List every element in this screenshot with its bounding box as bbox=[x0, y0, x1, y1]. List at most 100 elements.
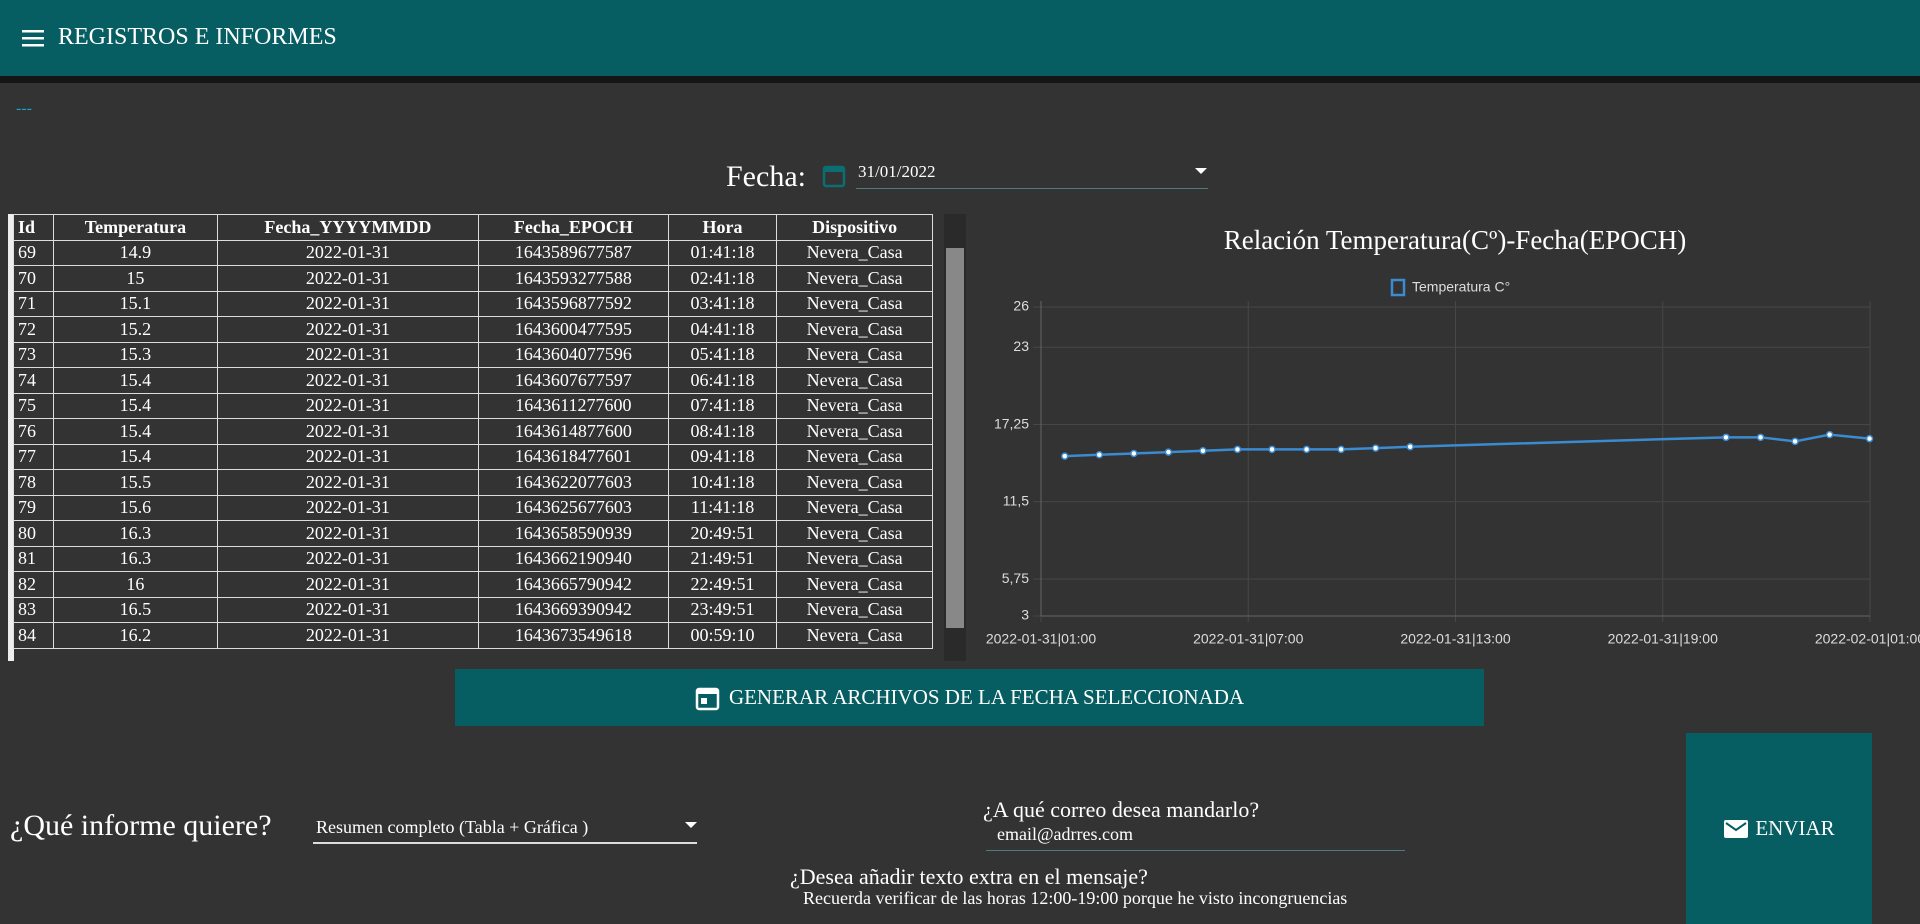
extra-input[interactable]: Recuerda verificar de las horas 12:00-19… bbox=[803, 888, 1348, 908]
table-cell: 04:41:18 bbox=[667, 316, 778, 343]
table-cell: Nevera_Casa bbox=[776, 596, 933, 623]
table-cell: 10:41:18 bbox=[667, 469, 778, 496]
table-row: 70 15 2022-01-31 1643593277588 02:41:18 Never… bbox=[12, 265, 933, 292]
table-cell: 70 bbox=[12, 265, 55, 292]
table-cell: 22:49:51 bbox=[667, 571, 778, 598]
link[interactable]: --- bbox=[16, 100, 32, 117]
table-cell: 1643665790942 bbox=[477, 571, 669, 598]
table-cell: 1643662190940 bbox=[477, 545, 669, 572]
table-row: 76 15.4 2022-01-31 1643614877600 08:41:18 Nev… bbox=[12, 418, 933, 445]
date-input[interactable]: 31/01/2022 bbox=[858, 162, 936, 181]
point bbox=[1791, 437, 1799, 446]
y-tick-label: 3 bbox=[1021, 607, 1029, 623]
table-cell: Nevera_Casa bbox=[776, 469, 933, 496]
point bbox=[1865, 434, 1874, 443]
table-cell: 82 bbox=[12, 571, 55, 598]
table-cell: 2022-01-31 bbox=[216, 469, 479, 496]
table-cell: 09:41:18 bbox=[667, 443, 778, 470]
table-cell: 2022-01-31 bbox=[216, 367, 479, 394]
table-cell: 15.6 bbox=[53, 494, 218, 521]
table-cell: 11:41:18 bbox=[667, 494, 778, 521]
table-cell: 2022-01-31 bbox=[216, 239, 479, 266]
point bbox=[1164, 448, 1173, 456]
table-cell: 15.5 bbox=[53, 469, 218, 496]
table-cell: 73 bbox=[12, 341, 55, 368]
table-cell: 1643596877592 bbox=[477, 290, 669, 317]
table-cell: 74 bbox=[12, 367, 55, 394]
table-cell: 15.2 bbox=[53, 316, 218, 343]
calendar-icon[interactable] bbox=[822, 163, 846, 189]
report-label: ¿Qué informe quiere? bbox=[10, 809, 272, 842]
date-underline bbox=[856, 188, 1208, 189]
table-cell: 1643604077596 bbox=[477, 341, 669, 368]
point bbox=[1199, 447, 1207, 455]
scrollbar[interactable] bbox=[944, 214, 966, 661]
table-cell: 1643614877600 bbox=[477, 418, 669, 445]
table-cell: Nevera_Casa bbox=[776, 418, 933, 445]
column-header: Fecha_YYYYMMDD bbox=[216, 214, 479, 241]
table-cell: 80 bbox=[12, 520, 55, 547]
table-cell: 15 bbox=[53, 265, 218, 292]
table-cell: 05:41:18 bbox=[667, 341, 778, 368]
button-label: GENERAR ARCHIVOS DE LA FECHA SELECCIONAD… bbox=[728, 685, 1245, 709]
point bbox=[1825, 430, 1834, 439]
table-cell: Nevera_Casa bbox=[776, 316, 933, 343]
table-cell: 20:49:51 bbox=[667, 520, 778, 547]
scroll-thumb[interactable] bbox=[946, 248, 964, 628]
divider bbox=[0, 76, 1920, 83]
table-cell: 2022-01-31 bbox=[216, 341, 479, 368]
app-bar: REGISTROS E INFORMES bbox=[0, 0, 1920, 76]
table-cell: 2022-01-31 bbox=[216, 596, 479, 623]
extra-label: ¿Desea añadir texto extra en el mensaje? bbox=[790, 864, 1148, 889]
email-input[interactable]: email@adrres.com bbox=[997, 824, 1134, 844]
table-row: 78 15.5 2022-01-31 1643622077603 10:41:18 Nev… bbox=[12, 469, 933, 496]
table-cell: 2022-01-31 bbox=[216, 392, 479, 419]
dropdown-arrow[interactable] bbox=[684, 820, 698, 830]
x-tick-label: 2022-01-31|19:00 bbox=[1608, 631, 1718, 647]
table-cell: 71 bbox=[12, 290, 55, 317]
y-tick-label: 17,25 bbox=[994, 415, 1029, 431]
menu-icon[interactable] bbox=[20, 27, 46, 49]
table-cell: 16.3 bbox=[53, 520, 218, 547]
table-cell: 1643673549618 bbox=[477, 622, 669, 649]
table-cell: 16 bbox=[53, 571, 218, 598]
point bbox=[1756, 433, 1765, 442]
table-row: 77 15.4 2022-01-31 1643618477601 09:41:18 Nev… bbox=[12, 443, 933, 470]
report-select[interactable]: Resumen completo (Tabla + Gráfica ) bbox=[316, 817, 589, 837]
table-row: 83 16.5 2022-01-31 1643669390942 23:49:51 Nev… bbox=[12, 596, 933, 623]
table-cell: 00:59:10 bbox=[667, 622, 778, 649]
table-cell: 79 bbox=[12, 494, 55, 521]
dropdown-arrow[interactable] bbox=[1194, 166, 1208, 176]
table-row: 69 14.9 2022-01-31 1643589677587 01:41:18 Nev… bbox=[12, 239, 933, 266]
x-tick-label: 2022-01-31|07:00 bbox=[1193, 631, 1303, 647]
table-cell: 84 bbox=[12, 622, 55, 649]
select-underline bbox=[313, 842, 697, 844]
table-cell: Nevera_Casa bbox=[776, 545, 933, 572]
date-label: Fecha: bbox=[726, 160, 806, 193]
table-cell: 14.9 bbox=[53, 239, 218, 266]
table-cell: 07:41:18 bbox=[667, 392, 778, 419]
table-cell: 03:41:18 bbox=[667, 290, 778, 317]
generate-button[interactable]: GENERAR ARCHIVOS DE LA FECHA SELECCIONAD… bbox=[455, 669, 1484, 726]
table-edge bbox=[8, 214, 14, 661]
table-cell: 01:41:18 bbox=[667, 239, 778, 266]
table-cell: 81 bbox=[12, 545, 55, 572]
x-tick-label: 2022-01-31|01:00 bbox=[986, 631, 1096, 647]
point bbox=[1302, 445, 1311, 454]
table-cell: 1643669390942 bbox=[477, 596, 669, 623]
table-cell: Nevera_Casa bbox=[776, 290, 933, 317]
table-cell: 15.4 bbox=[53, 443, 218, 470]
column-header: Id bbox=[12, 214, 55, 241]
table-cell: Nevera_Casa bbox=[776, 443, 933, 470]
table-cell: 69 bbox=[12, 239, 55, 266]
data-table: Id Temperatura Fecha_YYYYMMDD Fecha_EPOCH Ho… bbox=[12, 214, 933, 649]
table-cell: 77 bbox=[12, 443, 55, 470]
table-cell: Nevera_Casa bbox=[776, 622, 933, 649]
table-row: 84 16.2 2022-01-31 1643673549618 00:59:10 Nev… bbox=[12, 622, 933, 649]
table-cell: 83 bbox=[12, 596, 55, 623]
table-cell: 2022-01-31 bbox=[216, 290, 479, 317]
table-cell: 2022-01-31 bbox=[216, 571, 479, 598]
line bbox=[1064, 433, 1870, 458]
send-button[interactable]: ENVIAR bbox=[1686, 733, 1872, 924]
x-tick-label: 2022-02-01|01:00 bbox=[1815, 631, 1920, 647]
